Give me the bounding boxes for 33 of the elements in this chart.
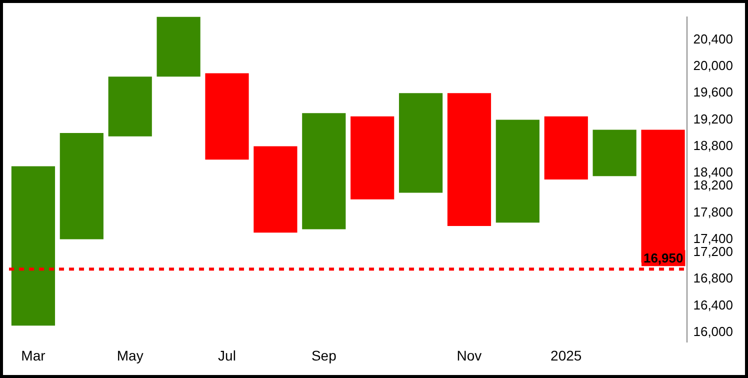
bar [302, 113, 346, 230]
y-tick-label: 17,400 [693, 230, 734, 246]
y-tick-label: 17,200 [693, 244, 734, 260]
y-tick-label: 19,600 [693, 84, 734, 100]
bar [11, 166, 56, 326]
bar [350, 116, 394, 200]
bar [398, 93, 443, 193]
bar [544, 116, 588, 180]
bar [447, 93, 492, 226]
bar [156, 16, 200, 77]
x-tick-label: Nov [456, 347, 482, 364]
bar [496, 120, 540, 223]
bar [592, 130, 636, 176]
y-tick-label: 16,400 [693, 297, 734, 312]
x-tick-label: 2025 [550, 347, 582, 364]
y-tick-label: 18,400 [693, 164, 734, 180]
bar [60, 133, 104, 240]
y-tick-label: 18,200 [693, 178, 734, 193]
x-tick-label: Sep [311, 347, 337, 364]
bar [205, 73, 249, 160]
y-tick-label: 17,800 [693, 204, 734, 220]
x-tick-label: Jul [218, 347, 236, 364]
y-tick-label: 16,000 [693, 324, 734, 339]
y-tick-label: 19,200 [693, 111, 734, 126]
x-tick-label: May [116, 347, 144, 364]
y-tick-label: 16,800 [693, 270, 734, 286]
x-tick-label: Mar [21, 347, 46, 364]
bar [254, 146, 298, 233]
bar [108, 76, 152, 136]
y-tick-label: 18,800 [693, 138, 734, 153]
y-tick-label: 20,000 [693, 58, 734, 74]
ref-line-label: 16,950 [643, 250, 684, 266]
y-tick-label: 20,400 [693, 32, 734, 47]
